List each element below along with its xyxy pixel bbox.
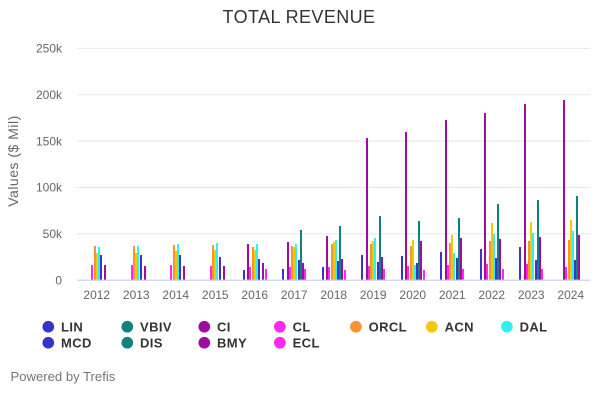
svg-text:2024: 2024 [557, 288, 584, 302]
svg-text:DIS: DIS [140, 335, 163, 350]
svg-text:2023: 2023 [518, 288, 545, 302]
svg-text:ACN: ACN [445, 319, 474, 334]
svg-text:0: 0 [55, 273, 62, 287]
svg-text:ECL: ECL [293, 335, 320, 350]
svg-text:ORCL: ORCL [369, 319, 407, 334]
svg-text:BMY: BMY [217, 335, 247, 350]
svg-text:2019: 2019 [360, 288, 387, 302]
svg-text:Powered by Trefis: Powered by Trefis [11, 369, 116, 384]
svg-text:2016: 2016 [241, 288, 268, 302]
svg-text:2020: 2020 [399, 288, 426, 302]
svg-text:TOTAL REVENUE: TOTAL REVENUE [223, 7, 376, 27]
svg-text:150k: 150k [36, 134, 63, 148]
svg-text:50k: 50k [43, 227, 63, 241]
svg-text:200k: 200k [36, 88, 63, 102]
svg-text:100k: 100k [36, 181, 63, 195]
svg-text:VBIV: VBIV [140, 319, 172, 334]
svg-text:MCD: MCD [61, 335, 92, 350]
svg-text:2018: 2018 [320, 288, 347, 302]
svg-text:Values ($ Mil): Values ($ Mil) [5, 115, 21, 207]
svg-text:2017: 2017 [281, 288, 308, 302]
svg-text:2022: 2022 [478, 288, 505, 302]
svg-text:2021: 2021 [439, 288, 466, 302]
svg-text:250k: 250k [36, 42, 63, 56]
svg-text:2015: 2015 [202, 288, 229, 302]
svg-text:CL: CL [293, 319, 311, 334]
svg-text:DAL: DAL [520, 319, 548, 334]
svg-text:2012: 2012 [83, 288, 110, 302]
svg-text:CI: CI [217, 319, 231, 334]
svg-text:2014: 2014 [162, 288, 189, 302]
svg-text:2013: 2013 [123, 288, 150, 302]
svg-text:LIN: LIN [61, 319, 83, 334]
